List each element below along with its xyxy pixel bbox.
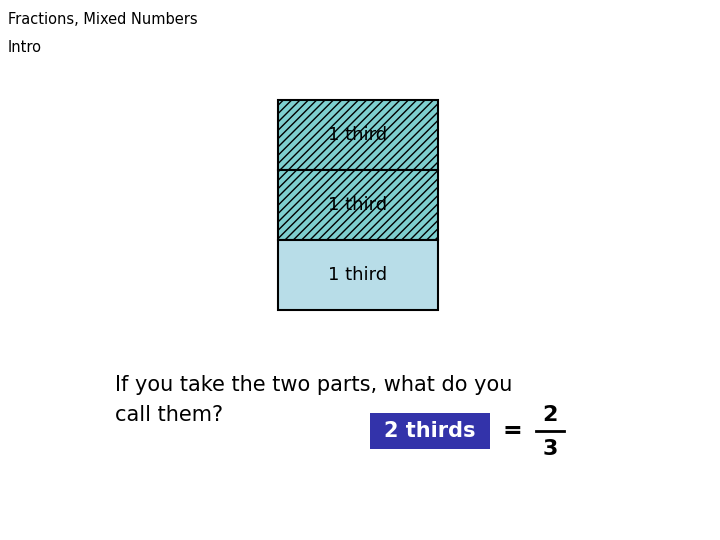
Text: Fractions, Mixed Numbers: Fractions, Mixed Numbers: [8, 12, 197, 27]
Text: 2: 2: [542, 405, 558, 425]
Text: call them?: call them?: [115, 405, 223, 425]
FancyBboxPatch shape: [370, 413, 490, 449]
Text: 2 thirds: 2 thirds: [384, 421, 476, 441]
Text: If you take the two parts, what do you: If you take the two parts, what do you: [115, 375, 513, 395]
Text: 1 third: 1 third: [328, 196, 387, 214]
Text: 3: 3: [542, 439, 558, 459]
Text: =: =: [502, 419, 522, 443]
Bar: [278, 240, 438, 310]
Text: 1 third: 1 third: [328, 266, 387, 284]
Bar: [278, 100, 438, 170]
Bar: [278, 170, 438, 240]
Text: Intro: Intro: [8, 40, 42, 55]
Text: 1 third: 1 third: [328, 126, 387, 144]
